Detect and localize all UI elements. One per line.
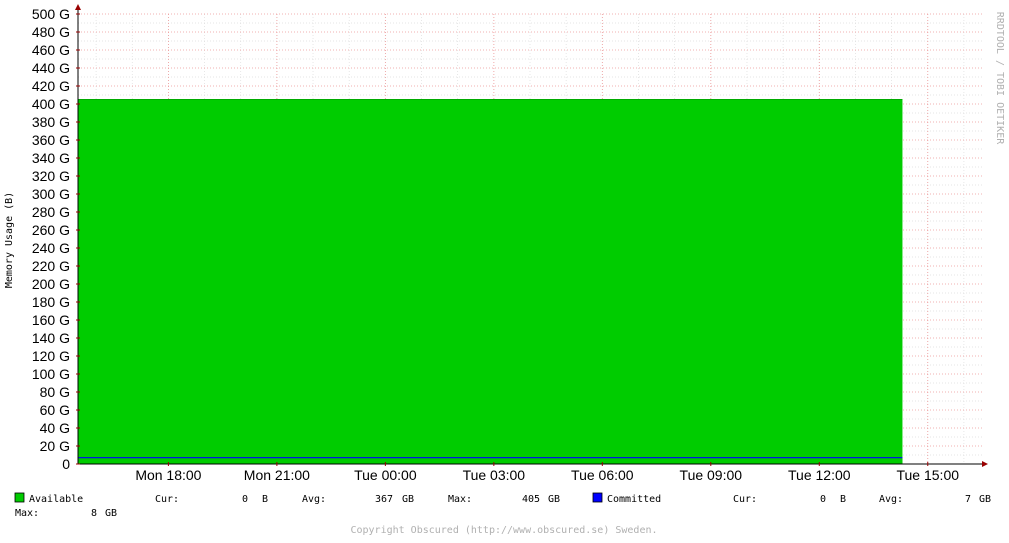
legend-committed-avg-unit: GB [979,494,991,505]
y-tick-label: 160 G [32,312,70,328]
series-areas [78,99,903,464]
legend-available: Available Cur: 0 B Avg: 367 GB Max: 405 … [14,492,560,505]
y-tick-label: 140 G [32,330,70,346]
legend-committed-cur-unit: B [840,494,846,505]
legend-available-avg-label: Avg: [302,494,326,505]
y-tick-label: 20 G [40,438,70,454]
y-tick-label: 180 G [32,294,70,310]
y-tick-label: 120 G [32,348,70,364]
legend-available-swatch [14,492,25,503]
legend-available-avg-unit: GB [402,494,414,505]
copyright-footer: Copyright Obscured (http://www.obscured.… [350,525,657,536]
y-tick-label: 380 G [32,114,70,130]
y-tick-label: 280 G [32,204,70,220]
legend-committed-cur-value: 0 [820,494,826,505]
y-tick-label: 460 G [32,42,70,58]
x-tick-label: Tue 06:00 [571,467,634,483]
y-tick-label: 400 G [32,96,70,112]
legend-available-max-unit: GB [548,494,560,505]
legend-committed-avg-value: 7 [965,494,971,505]
rrdtool-watermark: RRDTOOL / TOBI OETIKER [994,12,1005,145]
y-tick-labels: 0 20 G 40 G 60 G 80 G 100 G 120 G 140 G 160 G 180… [32,6,70,472]
y-tick-label: 200 G [32,276,70,292]
legend-available-cur-label: Cur: [155,494,179,505]
legend-committed-max-label: Max: [15,508,39,519]
axes [75,4,988,467]
y-tick-label: 60 G [40,402,70,418]
x-tick-label: Tue 00:00 [354,467,417,483]
legend-committed-max-unit: GB [105,508,117,519]
y-tick-label: 320 G [32,168,70,184]
y-tick-label: 480 G [32,24,70,40]
y-tick-label: 360 G [32,132,70,148]
y-tick-label: 500 G [32,6,70,22]
y-tick-label: 100 G [32,366,70,382]
legend-committed-max-value: 8 [91,508,97,519]
x-tick-label: Mon 21:00 [244,467,310,483]
committed-area [78,457,903,464]
x-tick-labels: Mon 18:00 Mon 21:00 Tue 00:00 Tue 03:00 Tue … [135,467,959,483]
legend-available-cur-value: 0 [242,494,248,505]
available-area [78,99,903,464]
y-tick-label: 340 G [32,150,70,166]
y-axis-label: Memory Usage (B) [4,192,15,288]
y-tick-label: 220 G [32,258,70,274]
legend-committed-swatch [592,492,603,503]
legend-available-max-label: Max: [448,494,472,505]
legend-available-avg-value: 367 [375,494,393,505]
y-tick-label: 260 G [32,222,70,238]
y-tick-label: 300 G [32,186,70,202]
y-tick-label: 420 G [32,78,70,94]
y-tick-label: 240 G [32,240,70,256]
legend-available-label: Available [29,494,83,505]
y-tick-label: 440 G [32,60,70,76]
x-tick-label: Tue 15:00 [896,467,959,483]
x-tick-label: Tue 03:00 [463,467,526,483]
y-tick-label: 40 G [40,420,70,436]
legend-available-cur-unit: B [262,494,268,505]
y-axis-arrow [75,4,81,10]
legend-committed-cur-label: Cur: [733,494,757,505]
x-tick-label: Tue 09:00 [680,467,743,483]
y-tick-label: 80 G [40,384,70,400]
legend-committed: Committed Cur: 0 B Avg: 7 GB Max: 8 GB [15,492,991,519]
x-axis-arrow [982,461,988,467]
legend-available-max-value: 405 [522,494,540,505]
legend-committed-label: Committed [607,494,661,505]
x-tick-label: Tue 12:00 [788,467,851,483]
y-tick-label: 0 [62,456,70,472]
x-tick-label: Mon 18:00 [135,467,201,483]
legend-committed-avg-label: Avg: [879,494,903,505]
